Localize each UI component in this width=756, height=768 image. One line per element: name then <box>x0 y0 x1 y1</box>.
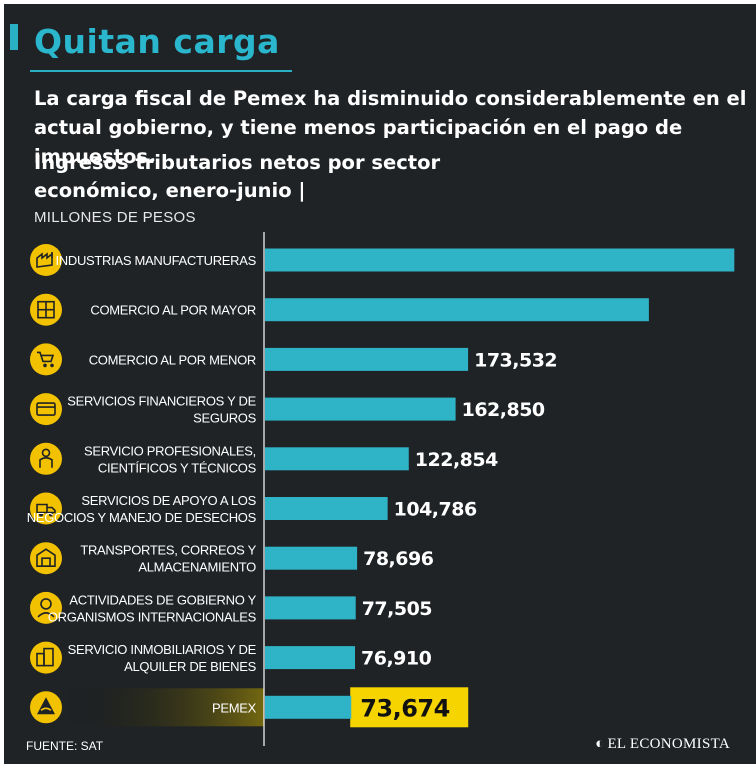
bar <box>265 347 469 371</box>
value-label: 162,850 <box>462 399 545 421</box>
bar <box>265 646 356 670</box>
title-accent-bar <box>10 24 18 50</box>
bar-chart: INDUSTRIAS MANUFACTURERAS COMERCIO AL POR… <box>27 232 735 746</box>
bar-row: TRANSPORTES, CORREOS Y ALMACENAMIENTO 78,6… <box>30 542 434 575</box>
value-label: 78,696 <box>363 548 434 570</box>
highlight-glow <box>64 688 264 727</box>
title-underline <box>30 70 292 72</box>
truck-building-icon <box>30 542 62 575</box>
bar-row: SERVICIOS DE APOYO A LOS NEGOCIOS Y MANEJ… <box>27 492 477 525</box>
bar-row: SERVICIOS FINANCIEROS Y DE SEGUROS 162,850 <box>30 393 545 426</box>
value-label: 77,505 <box>362 598 432 620</box>
value-label: 104,786 <box>394 499 477 521</box>
category-label: COMERCIO AL POR MAYOR <box>90 303 256 318</box>
highlight-value-box <box>350 687 469 728</box>
bar-row: INDUSTRIAS MANUFACTURERAS <box>30 244 735 276</box>
category-label: INDUSTRIAS MANUFACTURERAS <box>55 253 256 268</box>
brand-mark-icon: ◐ <box>595 736 605 752</box>
category-label: SERVICIO PROFESIONALES, CIENTÍFICOS Y TÉC… <box>84 443 257 475</box>
bar <box>265 298 649 322</box>
brand-logo: ◐ EL ECONOMISTA <box>595 736 730 753</box>
credit-card-icon <box>30 393 62 426</box>
bar <box>265 695 352 719</box>
value-label: 173,532 <box>474 349 557 371</box>
value-label: 76,910 <box>361 648 432 670</box>
bar-row: COMERCIO AL POR MENOR 173,532 <box>30 343 558 376</box>
brand-name: EL ECONOMISTA <box>607 736 730 752</box>
source-note: FUENTE: SAT <box>26 739 104 753</box>
bar-row: ACTIVIDADES DE GOBIERNO Y ORGANISMOS INTE… <box>30 591 433 624</box>
value-label: 122,854 <box>415 449 498 471</box>
unit-label: MILLONES DE PESOS <box>34 209 196 226</box>
bar <box>265 546 358 570</box>
page-title: Quitan carga <box>34 22 280 61</box>
bar <box>265 497 388 520</box>
pemex-logo-icon <box>30 691 62 724</box>
factory-icon <box>30 244 62 276</box>
bar <box>265 397 456 421</box>
category-label: ACTIVIDADES DE GOBIERNO Y ORGANISMOS INTE… <box>48 592 257 624</box>
recycling-truck-icon <box>30 492 62 525</box>
cart-icon <box>30 343 62 376</box>
chart-title: Ingresos tributarios netos por sector ec… <box>34 151 441 202</box>
warehouse-icon <box>30 293 62 326</box>
infographic-card: Quitan carga La carga fiscal de Pemex ha… <box>4 4 756 764</box>
category-label: SERVICIOS DE APOYO A LOS NEGOCIOS Y MANEJ… <box>27 493 257 525</box>
category-label: TRANSPORTES, CORREOS Y ALMACENAMIENTO <box>80 543 256 575</box>
bar-row: COMERCIO AL POR MAYOR <box>30 293 649 326</box>
category-label: PEMEX <box>212 700 257 715</box>
bar-row: SERVICIO PROFESIONALES, CIENTÍFICOS Y TÉC… <box>30 442 499 475</box>
government-worker-icon <box>30 591 62 624</box>
professional-icon <box>30 442 62 475</box>
subtitle: La carga fiscal de Pemex ha disminuido c… <box>34 87 747 168</box>
bar <box>265 596 356 620</box>
bar-row: PEMEX 73,674 <box>30 687 469 728</box>
bar <box>265 248 735 272</box>
value-label: 73,674 <box>360 694 450 722</box>
buildings-icon <box>30 641 62 674</box>
category-label: SERVICIO INMOBILIARIOS Y DE ALQUILER DE B… <box>68 642 257 674</box>
bar-row: SERVICIO INMOBILIARIOS Y DE ALQUILER DE B… <box>30 641 432 674</box>
category-label: COMERCIO AL POR MENOR <box>89 352 256 367</box>
category-label: SERVICIOS FINANCIEROS Y DE SEGUROS <box>67 394 256 426</box>
bar <box>265 447 409 471</box>
